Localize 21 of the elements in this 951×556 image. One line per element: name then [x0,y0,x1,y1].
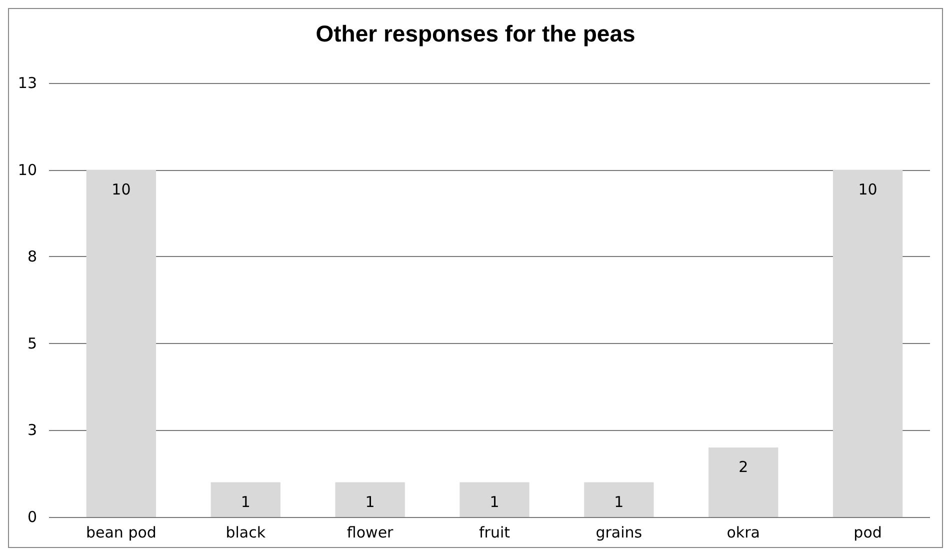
y-tick-label: 13 [18,74,37,92]
data-label: 1 [490,492,500,511]
x-tick-label: okra [726,524,760,542]
x-tick-label: fruit [478,524,510,542]
y-tick-label: 5 [27,334,37,352]
x-tick-label: bean pod [86,524,156,542]
x-tick-label: grains [596,524,642,542]
chart-title: Other responses for the peas [316,20,636,46]
data-label: 10 [858,180,878,198]
y-tick-label: 8 [27,248,37,266]
data-label: 2 [738,458,748,476]
x-tick-label: black [226,524,266,542]
y-tick-label: 0 [27,508,37,526]
x-tick-label: flower [346,524,394,542]
y-tick-label: 10 [18,160,37,179]
data-label: 1 [365,492,375,511]
y-tick-label: 3 [27,421,37,440]
data-label: 1 [614,492,624,511]
x-tick-label: pod [854,524,882,542]
data-label: 1 [240,492,250,511]
data-label: 10 [112,180,131,198]
